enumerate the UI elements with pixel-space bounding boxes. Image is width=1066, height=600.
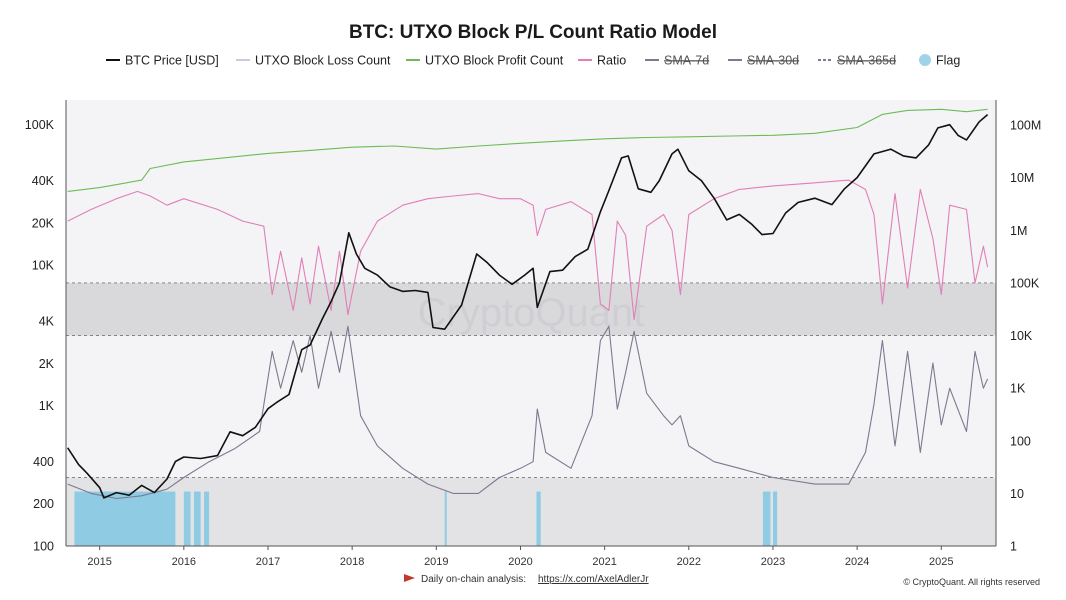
legend-item-sma-30d[interactable]: SMA-30d	[728, 54, 799, 68]
right-axis-ticks: 100M 10M 1M 100K 10K 1K 100 10 1	[1010, 119, 1041, 554]
right-tick-label: 1	[1010, 540, 1017, 554]
x-tick-label: 2015	[87, 556, 111, 568]
left-tick-label: 20K	[32, 216, 55, 230]
band-0	[66, 282, 996, 336]
plot-area: CryptoQuant	[65, 100, 997, 547]
chart-title: BTC: UTXO Block P/L Count Ratio Model	[349, 22, 717, 43]
bands	[66, 282, 996, 546]
flag-bars	[74, 491, 778, 546]
legend-label: SMA-7d	[664, 54, 709, 68]
legend-label: BTC Price [USD]	[125, 54, 219, 68]
flag-bar-1	[183, 491, 191, 546]
band-1	[66, 477, 996, 546]
x-tick-label: 2025	[929, 556, 953, 568]
flag-bar-4	[444, 491, 447, 546]
legend-label: UTXO Block Loss Count	[255, 54, 391, 68]
left-tick-label: 200	[33, 497, 54, 511]
x-tick-label: 2021	[592, 556, 616, 568]
legend-label: Ratio	[597, 54, 626, 68]
footer-prefix: Daily on-chain analysis:	[421, 574, 526, 585]
footer-credit: © CryptoQuant. All rights reserved	[903, 577, 1040, 587]
x-tick-label: 2024	[845, 556, 869, 568]
legend-label: UTXO Block Profit Count	[425, 54, 564, 68]
right-tick-label: 100K	[1010, 276, 1040, 290]
x-axis-ticks: 2015 2016 2017 2018 2019 2020 2021 2022 2023 2024…	[87, 546, 954, 568]
x-tick-label: 2020	[508, 556, 532, 568]
footer-arrow-icon	[404, 574, 415, 582]
right-tick-label: 100M	[1010, 119, 1041, 133]
left-tick-label: 100	[33, 540, 54, 554]
left-axis-ticks: 100K 40K 20K 10K 4K 2K 1K 400 200 100	[25, 118, 55, 553]
right-tick-label: 1K	[1010, 382, 1026, 396]
x-tick-label: 2023	[761, 556, 785, 568]
left-tick-label: 400	[33, 455, 54, 469]
footer-link[interactable]: https://x.com/AxelAdlerJr	[538, 574, 649, 585]
legend-item-sma-7d[interactable]: SMA-7d	[645, 54, 709, 68]
legend-label: Flag	[936, 54, 960, 68]
x-tick-label: 2016	[172, 556, 196, 568]
legend-swatch	[919, 54, 931, 66]
legend-item-utxo-block-loss-count[interactable]: UTXO Block Loss Count	[236, 54, 391, 68]
legend-item-btc-price-usd[interactable]: BTC Price [USD]	[106, 54, 219, 68]
flag-bar-3	[204, 491, 210, 546]
legend-item-ratio[interactable]: Ratio	[578, 54, 626, 68]
series-utxo-block-profit-count	[67, 108, 988, 192]
left-tick-label: 40K	[32, 174, 55, 188]
legend-label: SMA-30d	[747, 54, 799, 68]
right-tick-label: 1M	[1010, 224, 1027, 238]
right-tick-label: 10M	[1010, 171, 1034, 185]
legend-label: SMA-365d	[837, 54, 896, 68]
series-utxo-block-loss-count	[67, 325, 989, 500]
right-tick-label: 100	[1010, 434, 1031, 448]
x-tick-label: 2022	[677, 556, 701, 568]
flag-bar-6	[762, 491, 771, 546]
right-tick-label: 10	[1010, 487, 1024, 501]
left-tick-label: 2K	[39, 357, 55, 371]
flag-bar-2	[193, 491, 201, 546]
x-tick-label: 2018	[340, 556, 364, 568]
left-tick-label: 4K	[39, 315, 55, 329]
series-lines	[67, 108, 989, 500]
right-tick-label: 10K	[1010, 329, 1033, 343]
legend-item-utxo-block-profit-count[interactable]: UTXO Block Profit Count	[406, 54, 564, 68]
legend-item-flag[interactable]: Flag	[919, 54, 960, 68]
x-tick-label: 2017	[256, 556, 280, 568]
legend: BTC Price [USD] UTXO Block Loss Count UTXO…	[106, 54, 960, 68]
flag-bar-0	[74, 491, 176, 546]
x-tick-label: 2019	[424, 556, 448, 568]
series-ratio	[67, 179, 989, 321]
left-tick-label: 1K	[39, 399, 55, 413]
left-tick-label: 10K	[32, 259, 55, 273]
flag-bar-7	[772, 491, 778, 546]
flag-bar-5	[536, 491, 541, 546]
series-btc-price-usd	[67, 113, 989, 499]
left-tick-label: 100K	[25, 118, 55, 132]
legend-item-sma-365d[interactable]: SMA-365d	[818, 54, 896, 68]
